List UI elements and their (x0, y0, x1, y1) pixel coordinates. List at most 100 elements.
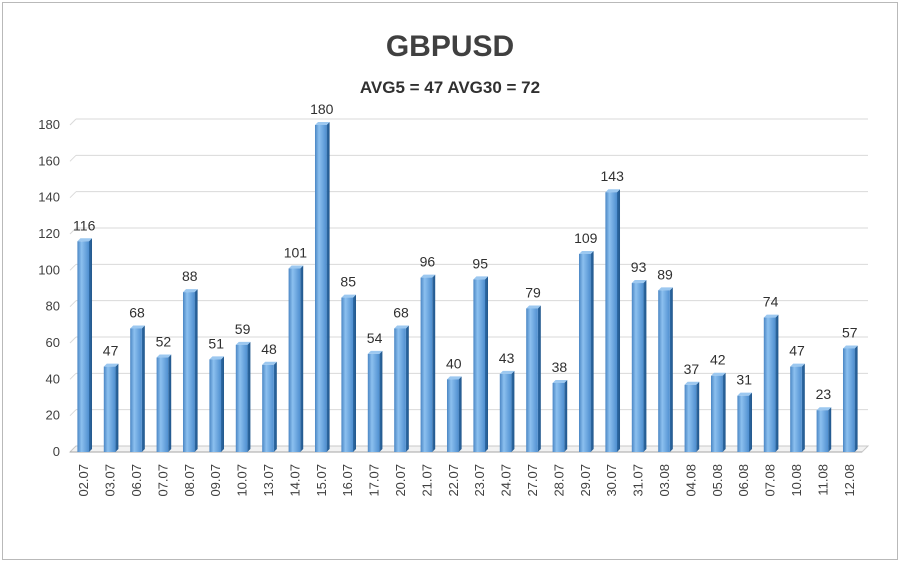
data-label: 23 (816, 386, 832, 402)
bar-side (273, 361, 277, 452)
y-tick-label: 40 (46, 371, 60, 386)
data-labels: 116 47 68 52 88 51 59 48 101 180 85 54 68 96 40 95 43 79 3… (73, 101, 858, 402)
x-tick-label: 29.07 (578, 464, 593, 497)
x-tick-label: 08.07 (182, 464, 197, 497)
bar-side (617, 189, 621, 452)
data-label: 88 (182, 268, 198, 284)
x-tick-label: 07.07 (155, 464, 170, 497)
x-tick-label: 07.08 (763, 464, 778, 497)
bar-front (842, 348, 855, 452)
bar-side (590, 250, 594, 452)
bar-front (394, 328, 406, 452)
data-label: 116 (73, 217, 96, 233)
bar (156, 354, 172, 452)
bar (737, 392, 753, 452)
x-tick-label: 30.07 (604, 464, 619, 497)
bar-side (405, 325, 409, 452)
bar (182, 289, 198, 452)
gridline-side (69, 336, 77, 344)
bar-side (326, 122, 330, 452)
data-label: 43 (499, 350, 515, 366)
x-tick-label: 06.08 (736, 464, 751, 497)
bar-top (631, 280, 647, 284)
bar (288, 265, 304, 452)
bar-top (288, 265, 304, 269)
bar-side (89, 238, 93, 452)
bar (367, 350, 383, 452)
x-tick-label: 04.08 (683, 464, 698, 497)
bar-top (367, 350, 383, 354)
bar-top (684, 381, 700, 385)
bar (130, 325, 145, 452)
y-axis-ticks: 0 20 40 60 80 100 120 140 160 180 (38, 117, 60, 459)
data-label: 37 (684, 361, 700, 377)
bar-front (473, 279, 486, 452)
bar (394, 325, 409, 452)
gridline-side (69, 300, 77, 308)
gridline-side (69, 409, 77, 417)
bar-front (790, 366, 802, 452)
x-tick-label: 24.07 (499, 464, 514, 497)
x-tick-label: 11.08 (815, 464, 830, 496)
bar-top (842, 345, 858, 349)
data-label: 57 (842, 324, 858, 340)
bar-front (288, 268, 301, 452)
data-label: 51 (208, 335, 224, 351)
x-tick-label: 14.07 (287, 464, 302, 497)
data-label: 47 (103, 343, 119, 359)
x-tick-label: 15.07 (314, 464, 329, 497)
bar-side (537, 305, 541, 452)
bar-top (737, 392, 753, 396)
bar-front (235, 344, 248, 452)
bar (420, 274, 436, 452)
x-tick-label: 12.08 (842, 464, 857, 497)
bar (816, 407, 832, 452)
bar-top (710, 372, 726, 376)
bar-front (737, 395, 750, 452)
bar (499, 370, 515, 452)
x-tick-label: 17.07 (367, 464, 382, 497)
bar-side (643, 280, 647, 452)
data-label: 93 (631, 259, 647, 275)
bar-top (156, 354, 172, 358)
x-tick-label: 22.07 (446, 464, 461, 497)
bar-side (696, 381, 700, 452)
y-tick-label: 140 (38, 190, 60, 205)
bar-top (314, 122, 330, 125)
bar (763, 314, 779, 452)
data-label: 68 (129, 304, 145, 320)
bar-top (499, 370, 515, 374)
bar-top (341, 294, 357, 298)
bar-top (578, 250, 594, 254)
bar (473, 276, 489, 452)
bar-side (432, 274, 436, 452)
bar (710, 372, 726, 452)
bar-side (353, 294, 357, 452)
bar-top (473, 276, 489, 280)
data-label: 109 (574, 230, 598, 246)
bar-side (564, 379, 568, 452)
y-tick-label: 80 (46, 299, 60, 314)
data-label: 143 (601, 168, 625, 184)
bar-top (816, 407, 832, 411)
bar-front (420, 277, 433, 452)
bar-front (710, 375, 723, 452)
bar-top (526, 305, 541, 309)
data-label: 48 (261, 341, 277, 357)
x-tick-label: 16.07 (340, 464, 355, 497)
bar (790, 363, 805, 452)
bar-top (790, 363, 805, 367)
x-tick-label: 06.07 (129, 464, 144, 497)
bar (262, 361, 277, 452)
chart-title: GBPUSD (385, 30, 515, 63)
bar-side (749, 392, 753, 452)
data-label: 38 (552, 359, 568, 375)
data-label: 47 (789, 343, 805, 359)
data-label: 85 (340, 274, 356, 290)
data-label: 89 (657, 266, 673, 282)
bar-front (605, 192, 618, 452)
data-label: 79 (525, 284, 541, 300)
bar-front (209, 359, 222, 452)
bar-front (763, 317, 776, 452)
